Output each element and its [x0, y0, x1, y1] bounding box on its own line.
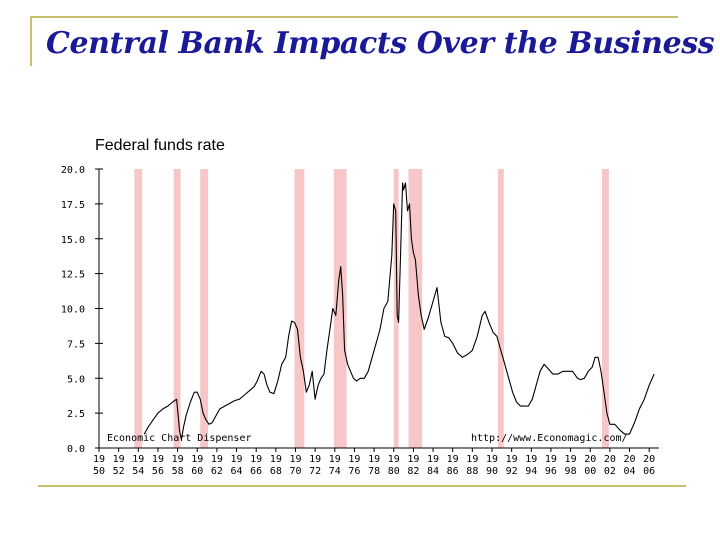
x-tick-label-bottom-2: 54: [132, 466, 144, 477]
y-tick-label-5: 12.5: [61, 270, 85, 281]
x-tick-label-bottom-25: 00: [584, 466, 596, 477]
recession-band-3: [294, 169, 305, 448]
x-tick-label-top-16: 19: [407, 454, 419, 465]
slide-bottom-rule: [38, 485, 686, 487]
recession-band-0: [134, 169, 143, 448]
x-tick-label-top-24: 19: [565, 454, 577, 465]
x-tick-label-bottom-4: 58: [172, 466, 184, 477]
x-tick-label-bottom-24: 98: [565, 466, 577, 477]
x-tick-label-top-26: 20: [604, 454, 616, 465]
x-tick-label-top-21: 19: [506, 454, 518, 465]
x-tick-label-top-11: 19: [309, 454, 321, 465]
x-tick-label-top-15: 19: [388, 454, 400, 465]
x-tick-label-top-18: 19: [447, 454, 459, 465]
x-tick-label-bottom-5: 60: [191, 466, 203, 477]
fed-funds-series-line: [143, 182, 655, 441]
x-tick-label-bottom-26: 02: [604, 466, 616, 477]
source-left-label: Economic Chart Dispenser: [107, 433, 252, 444]
chart-axes: [95, 168, 659, 452]
x-tick-label-bottom-6: 62: [211, 466, 223, 477]
x-tick-label-top-19: 19: [466, 454, 478, 465]
recession-band-7: [497, 169, 504, 448]
x-tick-label-bottom-12: 74: [329, 466, 341, 477]
x-tick-label-bottom-17: 84: [427, 466, 439, 477]
x-tick-label-bottom-9: 68: [270, 466, 282, 477]
x-tick-label-bottom-1: 52: [113, 466, 125, 477]
x-tick-label-bottom-13: 76: [348, 466, 360, 477]
x-tick-label-bottom-8: 66: [250, 466, 262, 477]
x-tick-label-bottom-7: 64: [231, 466, 243, 477]
recession-band-5: [393, 169, 399, 448]
x-tick-label-top-22: 19: [525, 454, 537, 465]
y-tick-label-1: 2.5: [67, 409, 85, 420]
x-tick-label-top-0: 19: [93, 454, 105, 465]
x-tick-label-bottom-23: 96: [545, 466, 557, 477]
x-tick-label-top-28: 20: [643, 454, 655, 465]
y-tick-label-4: 10.0: [61, 305, 85, 316]
x-tick-label-top-10: 19: [289, 454, 301, 465]
x-tick-label-bottom-18: 86: [447, 466, 459, 477]
x-tick-label-top-23: 19: [545, 454, 557, 465]
y-tick-label-3: 7.5: [67, 339, 85, 350]
x-tick-label-bottom-21: 92: [506, 466, 518, 477]
x-tick-label-top-20: 19: [486, 454, 498, 465]
x-tick-label-top-2: 19: [132, 454, 144, 465]
x-tick-label-bottom-11: 72: [309, 466, 321, 477]
recession-band-8: [602, 169, 609, 448]
x-tick-label-top-12: 19: [329, 454, 341, 465]
x-tick-label-top-1: 19: [113, 454, 125, 465]
x-tick-label-bottom-14: 78: [368, 466, 380, 477]
x-tick-label-top-13: 19: [348, 454, 360, 465]
x-tick-label-top-27: 20: [624, 454, 636, 465]
x-tick-label-top-9: 19: [270, 454, 282, 465]
x-tick-label-bottom-20: 90: [486, 466, 498, 477]
x-tick-label-top-25: 20: [584, 454, 596, 465]
y-tick-label-6: 15.0: [61, 235, 85, 246]
y-tick-label-0: 0.0: [67, 444, 85, 455]
x-tick-label-bottom-0: 50: [93, 466, 105, 477]
recession-band-4: [333, 169, 347, 448]
recession-bands: [134, 169, 609, 448]
x-tick-label-bottom-10: 70: [289, 466, 301, 477]
x-tick-labels: 1950195219541956195819601962196419661968…: [93, 454, 655, 477]
y-tick-labels: 0.0 2.5 5.0 7.5 10.0 12.5 15.0 17.5 20.0: [61, 165, 85, 455]
x-tick-label-top-5: 19: [191, 454, 203, 465]
source-right-label: http://www.Economagic.com/: [471, 433, 628, 444]
x-tick-label-top-8: 19: [250, 454, 262, 465]
title-frame-left-rule: [30, 16, 32, 66]
x-tick-label-bottom-27: 04: [624, 466, 636, 477]
x-tick-label-bottom-28: 06: [643, 466, 655, 477]
slide-title: Central Bank Impacts Over the Business C…: [46, 26, 720, 61]
x-tick-label-bottom-22: 94: [525, 466, 537, 477]
y-tick-label-8: 20.0: [61, 165, 85, 176]
recession-band-1: [173, 169, 181, 448]
x-tick-label-top-7: 19: [231, 454, 243, 465]
x-tick-label-top-3: 19: [152, 454, 164, 465]
x-tick-label-top-6: 19: [211, 454, 223, 465]
x-tick-label-bottom-15: 80: [388, 466, 400, 477]
x-tick-label-bottom-3: 56: [152, 466, 164, 477]
y-tick-label-2: 5.0: [67, 374, 85, 385]
x-tick-label-bottom-16: 82: [407, 466, 419, 477]
recession-band-2: [200, 169, 209, 448]
title-frame-top-rule: [30, 16, 678, 18]
x-tick-label-top-17: 19: [427, 454, 439, 465]
x-tick-label-top-4: 19: [172, 454, 184, 465]
x-tick-label-bottom-19: 88: [466, 466, 478, 477]
x-tick-label-top-14: 19: [368, 454, 380, 465]
chart-title: Federal funds rate: [95, 137, 225, 154]
y-tick-label-7: 17.5: [61, 200, 85, 211]
